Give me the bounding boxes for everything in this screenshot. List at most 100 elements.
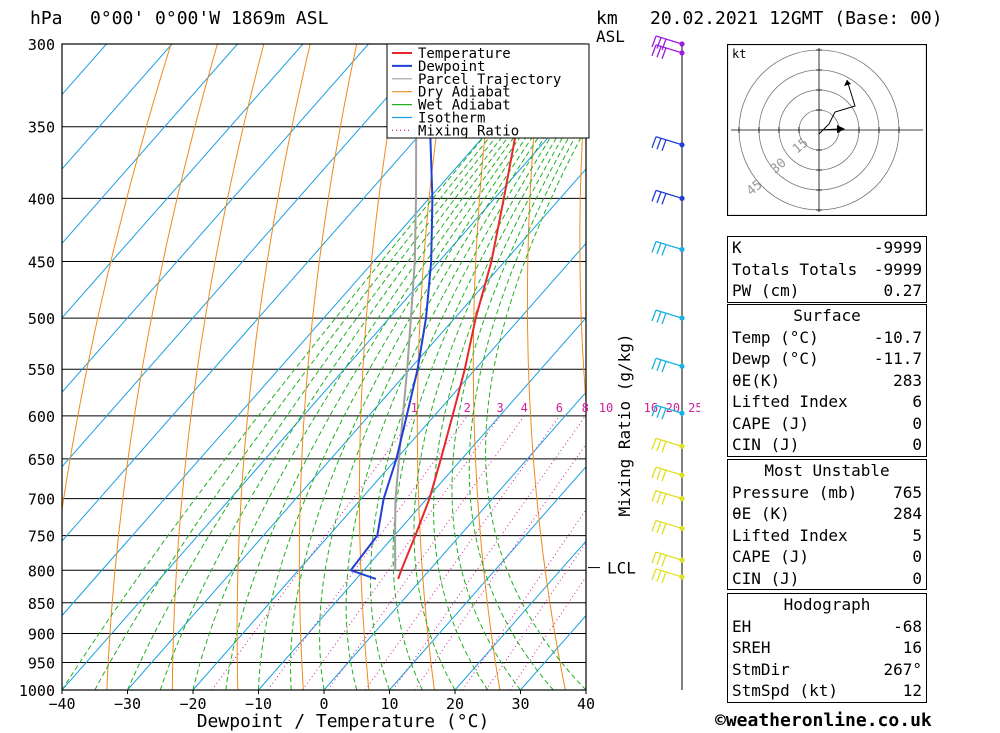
wind-barb-shaft <box>655 568 683 578</box>
mixing-ratio-label: 10 <box>599 401 613 415</box>
row-value: 16 <box>902 638 922 657</box>
row-label: CAPE (J) <box>732 547 810 566</box>
row-label: Pressure (mb) <box>732 482 858 502</box>
legend-label: Parcel Trajectory <box>418 72 561 88</box>
wind-barb-shaft <box>655 44 683 54</box>
wind-barb-feather <box>656 406 662 418</box>
surface-row: CAPE (J) 0 <box>728 413 926 435</box>
indices-row: Totals Totals -9999 <box>728 259 926 281</box>
wind-barb-feather <box>651 309 657 322</box>
mixing-ratio-label: 2 <box>464 401 471 415</box>
wet-adiabat-line <box>94 44 567 690</box>
wind-barb-feather <box>651 466 657 479</box>
pressure-tick-label: 800 <box>28 562 55 580</box>
mixing-ratio-label: 4 <box>521 401 528 415</box>
wet-adiabat-line <box>413 88 586 690</box>
hodograph-trace <box>818 79 856 135</box>
row-value: -9999 <box>873 259 922 279</box>
wind-barb-feather <box>656 37 662 49</box>
wind-barb-feather <box>651 241 657 253</box>
mixing-ratio-label: 3 <box>496 401 503 415</box>
mixing-ratio-label: 6 <box>556 401 563 415</box>
wind-barb-feather <box>661 571 667 584</box>
pressure-tick-label: 650 <box>28 451 55 469</box>
mixing-ratio-label: 8 <box>582 401 589 415</box>
wind-barb-feather <box>651 136 657 149</box>
wind-level-dot <box>679 557 685 563</box>
row-value: 283 <box>893 370 922 390</box>
isotherm-line <box>62 44 238 245</box>
legend-label: Dewpoint <box>418 59 485 75</box>
row-label: Temp (°C) <box>732 327 819 347</box>
wind-barb-feather <box>656 553 662 565</box>
row-label: θE(K) <box>732 370 781 390</box>
most-unstable-row: θE (K) 284 <box>728 503 926 525</box>
most-unstable-row: Lifted Index 5 <box>728 525 926 547</box>
datetime-label: 20.02.2021 12GMT (Base: 00) <box>650 8 943 29</box>
wind-barb-feather <box>661 493 667 505</box>
dewpoint-line <box>349 44 434 580</box>
wind-barb-feather <box>656 439 662 452</box>
row-value: -10.7 <box>873 327 922 347</box>
row-value: 765 <box>893 482 922 502</box>
wet-adiabat-line <box>319 59 586 690</box>
wind-barb-shaft <box>655 404 683 414</box>
dry-adiabat-line <box>62 44 172 514</box>
copyright-link[interactable]: ©weatheronline.co.uk <box>715 710 932 731</box>
wind-barb-shaft <box>655 35 683 45</box>
surface-title: Surface <box>793 306 861 325</box>
isotherm-line <box>62 44 500 542</box>
wind-barb-feather <box>656 359 662 372</box>
row-value: 267° <box>883 659 922 679</box>
wet-adiabat-line <box>433 97 586 690</box>
row-value: 284 <box>893 504 922 523</box>
wind-barb-shaft <box>655 189 683 199</box>
surface-row: Lifted Index 6 <box>728 391 926 413</box>
isotherm-line <box>192 242 586 690</box>
wind-barb-feather <box>656 311 662 323</box>
wind-barb-feather <box>661 47 667 60</box>
wet-adiabat-line <box>258 46 586 690</box>
height-unit-label: km <box>596 8 618 29</box>
surface-row: Dewp (°C) -11.7 <box>728 348 926 370</box>
height-unit-asl-label: ASL <box>596 27 625 46</box>
most-unstable-row: CAPE (J) 0 <box>728 546 926 568</box>
wind-barb-feather <box>651 405 657 417</box>
isotherm-line <box>62 44 435 468</box>
row-label: StmDir <box>732 659 790 679</box>
isotherm-line <box>389 465 586 690</box>
temperature-tick-label: 20 <box>446 695 464 713</box>
wind-barb-feather <box>651 520 657 532</box>
wind-barb-shaft <box>655 136 683 146</box>
wind-barb-feather <box>656 491 662 504</box>
dry-adiabat-line <box>579 72 586 409</box>
wet-adiabat-line <box>159 44 576 690</box>
isotherm-line <box>62 44 304 319</box>
hodograph-row: EH -68 <box>728 616 926 638</box>
parcel-trajectory-line <box>393 44 419 571</box>
pressure-tick-label: 750 <box>28 528 55 546</box>
mixing-ratio-line <box>485 541 586 690</box>
hodograph-unit-label: kt <box>732 47 746 61</box>
temperature-line <box>397 44 537 580</box>
row-value: 0 <box>912 435 922 454</box>
wind-barb-feather <box>651 44 657 57</box>
mixing-ratio-label: 20 <box>666 401 680 415</box>
most-unstable-row: CIN (J) 0 <box>728 568 926 590</box>
temperature-tick-label: −30 <box>114 695 141 713</box>
wind-barb-feather <box>661 361 667 373</box>
wind-barb-feather <box>656 46 662 58</box>
wind-barb-shaft <box>655 240 683 251</box>
pressure-tick-label: 500 <box>28 310 55 328</box>
row-label: SREH <box>732 638 771 657</box>
hodograph-end-arrow <box>844 80 851 86</box>
row-label: CIN (J) <box>732 568 800 588</box>
row-value: -68 <box>893 616 922 636</box>
isotherm-line <box>258 317 586 690</box>
indices-row: PW (cm) 0.27 <box>728 280 926 302</box>
row-value: 0.27 <box>883 281 922 300</box>
wind-barb-feather <box>651 490 657 502</box>
hodograph-row: StmDir 267° <box>728 659 926 681</box>
pressure-tick-label: 600 <box>28 408 55 426</box>
row-value: 12 <box>902 681 922 700</box>
